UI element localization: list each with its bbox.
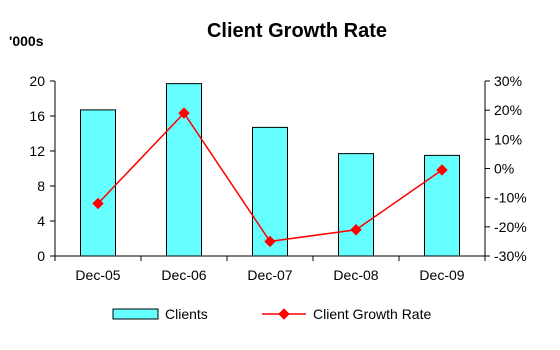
right-tick-label: 20% [494,102,522,118]
bar-series [80,83,460,257]
right-tick-label: 0% [494,161,514,177]
growth-rate-marker-dec-08 [350,224,362,236]
y-unit-label: '000s [9,33,44,49]
left-tick-label: 4 [37,213,45,229]
chart-title: Client Growth Rate [207,20,387,42]
bar-dec-05 [80,109,116,257]
growth-rate-marker-dec-07 [264,235,276,248]
legend-swatch-clients [112,308,159,320]
x-tick-label: Dec-07 [247,267,292,283]
legend-swatch-marker [278,308,290,320]
x-tick-label: Dec-06 [161,267,206,283]
left-tick-label: 20 [29,73,45,89]
left-tick-label: 16 [29,108,45,124]
bar-dec-08 [338,153,374,257]
left-tick-label: 12 [29,143,45,159]
right-tick-label: 30% [494,73,522,89]
left-tick-label: 8 [37,178,45,194]
x-tick-label: Dec-05 [75,267,120,283]
growth-rate-marker-dec-09 [436,164,448,176]
x-tick-label: Dec-09 [419,267,464,283]
x-axis-ticks: Dec-05 Dec-06 Dec-07 Dec-08 Dec-09 [54,256,486,283]
right-tick-label: -20% [494,219,527,235]
left-axis-ticks: 0 4 8 12 16 20 [29,73,55,264]
growth-rate-marker-dec-05 [92,197,104,210]
legend: Clients Client Growth Rate [112,306,431,322]
x-tick-label: Dec-08 [333,267,378,283]
right-tick-label: 10% [494,131,522,147]
right-tick-label: -30% [494,248,527,264]
line-series [92,107,448,248]
right-tick-label: -10% [494,190,527,206]
bar-dec-07 [252,126,288,257]
left-tick-label: 0 [37,248,45,264]
legend-label-growth-rate: Client Growth Rate [313,306,431,322]
legend-label-clients: Clients [165,306,208,322]
growth-rate-marker-dec-06 [178,107,190,119]
right-axis-ticks: -30% -20% -10% 0% 10% 20% 30% [485,73,527,264]
